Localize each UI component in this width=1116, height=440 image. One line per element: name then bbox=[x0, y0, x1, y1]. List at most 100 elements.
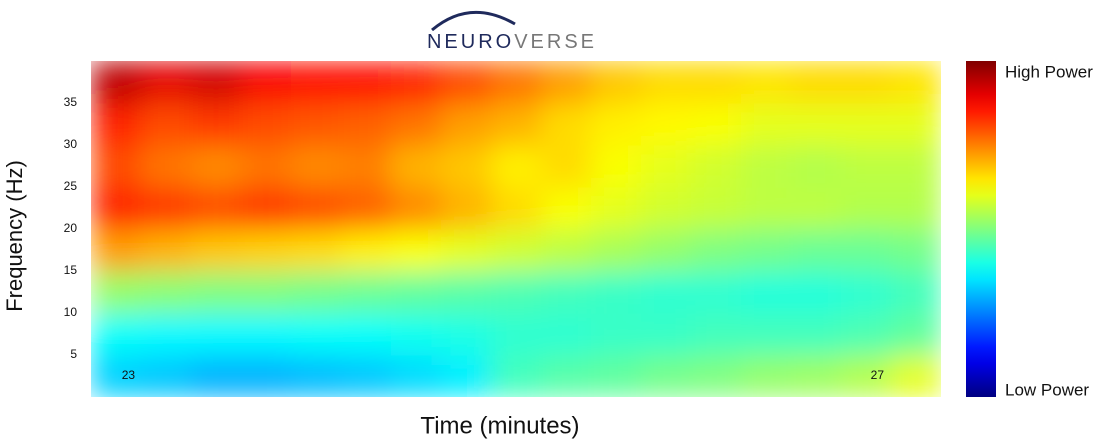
heatmap-cell bbox=[391, 187, 442, 230]
x-tick-label: 27 bbox=[871, 368, 885, 382]
heatmap-cell bbox=[691, 271, 742, 314]
heatmap-cell bbox=[441, 61, 492, 104]
colorbar bbox=[966, 61, 996, 397]
overlay: 5 10 15 20 25 30 35 23 27 High Power Low Power bbox=[64, 62, 1094, 399]
heatmap-cell bbox=[441, 103, 492, 146]
heatmap-cell bbox=[341, 229, 392, 272]
heatmap-cell bbox=[241, 313, 292, 356]
heatmap-cell bbox=[291, 271, 342, 314]
heatmap-cell bbox=[341, 145, 392, 188]
heatmap-cell bbox=[891, 355, 941, 397]
heatmap-cell bbox=[791, 61, 842, 104]
heatmap-cell bbox=[141, 313, 192, 356]
heatmap-cell bbox=[141, 187, 192, 230]
heatmap-cell bbox=[841, 103, 892, 146]
heatmap-cell bbox=[91, 229, 142, 272]
heatmap-cell bbox=[841, 61, 892, 104]
heatmap-cell bbox=[491, 271, 542, 314]
heatmap-cell bbox=[791, 229, 842, 272]
heatmap-cell bbox=[591, 187, 642, 230]
heatmap-cell bbox=[91, 271, 142, 314]
heatmap-cell bbox=[491, 61, 542, 104]
heatmap-cell bbox=[141, 103, 192, 146]
heatmap-cell bbox=[91, 103, 142, 146]
heatmap-cell bbox=[591, 229, 642, 272]
heatmap-cell bbox=[441, 187, 492, 230]
heatmap-cell bbox=[191, 313, 242, 356]
heatmap-cell bbox=[191, 355, 242, 397]
heatmap-cell bbox=[91, 355, 142, 397]
heatmap-cell bbox=[241, 229, 292, 272]
heatmap-cell bbox=[691, 61, 742, 104]
heatmap-cell bbox=[641, 229, 692, 272]
heatmap-cell bbox=[791, 145, 842, 188]
heatmap-cell bbox=[341, 313, 392, 356]
heatmap-cell bbox=[791, 355, 842, 397]
heatmap-cell bbox=[291, 355, 342, 397]
heatmap-cell bbox=[391, 271, 442, 314]
heatmap-cell bbox=[491, 355, 542, 397]
heatmap-cell bbox=[491, 229, 542, 272]
heatmap-cell bbox=[141, 145, 192, 188]
heatmap-cell bbox=[291, 103, 342, 146]
heatmap-cell bbox=[641, 187, 692, 230]
heatmap-cell bbox=[341, 61, 392, 104]
heatmap-cell bbox=[691, 103, 742, 146]
heatmap-cell bbox=[341, 187, 392, 230]
heatmap-cell bbox=[791, 313, 842, 356]
logo-arc bbox=[431, 10, 516, 32]
heatmap-cell bbox=[191, 61, 242, 104]
heatmap-cell bbox=[741, 61, 792, 104]
heatmap-cell bbox=[541, 61, 592, 104]
heatmap-cell bbox=[491, 103, 542, 146]
heatmap-cell bbox=[291, 187, 342, 230]
heatmap-cell bbox=[791, 103, 842, 146]
heatmap-cell bbox=[141, 61, 192, 104]
heatmap-cell bbox=[291, 61, 342, 104]
heatmap-cell bbox=[391, 229, 442, 272]
heatmap-cell bbox=[891, 271, 941, 314]
heatmap-cell bbox=[541, 103, 592, 146]
y-tick-label: 35 bbox=[64, 95, 78, 109]
heatmap-cell bbox=[841, 271, 892, 314]
heatmap-cell bbox=[691, 187, 742, 230]
heatmap-cell bbox=[141, 355, 192, 397]
y-axis-label: Frequency (Hz) bbox=[2, 160, 27, 312]
heatmap-cell bbox=[441, 229, 492, 272]
heatmap-cell bbox=[391, 103, 442, 146]
heatmap-cell bbox=[391, 313, 442, 356]
heatmap-cell bbox=[641, 61, 692, 104]
heatmap-cell bbox=[291, 145, 342, 188]
heatmap-cell bbox=[791, 271, 842, 314]
heatmap-cell bbox=[591, 355, 642, 397]
heatmap-cell bbox=[641, 313, 692, 356]
y-tick-label: 5 bbox=[70, 347, 77, 361]
heatmap-cell bbox=[91, 61, 142, 104]
heatmap-cell bbox=[541, 187, 592, 230]
heatmap-cell bbox=[691, 313, 742, 356]
heatmap-cell bbox=[891, 145, 941, 188]
heatmap-cell bbox=[541, 145, 592, 188]
heatmap-cell bbox=[491, 187, 542, 230]
heatmap-cell bbox=[441, 145, 492, 188]
heatmap-cell bbox=[641, 355, 692, 397]
heatmap-cell bbox=[591, 103, 642, 146]
heatmap-cell bbox=[341, 355, 392, 397]
heatmap-cell bbox=[841, 313, 892, 356]
heatmap-cell bbox=[741, 313, 792, 356]
heatmap-cell bbox=[691, 355, 742, 397]
heatmap-cell bbox=[641, 271, 692, 314]
heatmap-cell bbox=[241, 145, 292, 188]
heatmap-cell bbox=[491, 313, 542, 356]
heatmap-cell bbox=[741, 271, 792, 314]
heatmap-cell bbox=[891, 313, 941, 356]
heatmap-cell bbox=[141, 271, 192, 314]
heatmap-cell bbox=[491, 145, 542, 188]
heatmap-cell bbox=[441, 313, 492, 356]
heatmap-cell bbox=[541, 271, 592, 314]
heatmap-cell bbox=[891, 103, 941, 146]
heatmap-cell bbox=[291, 229, 342, 272]
heatmap-cell bbox=[741, 145, 792, 188]
